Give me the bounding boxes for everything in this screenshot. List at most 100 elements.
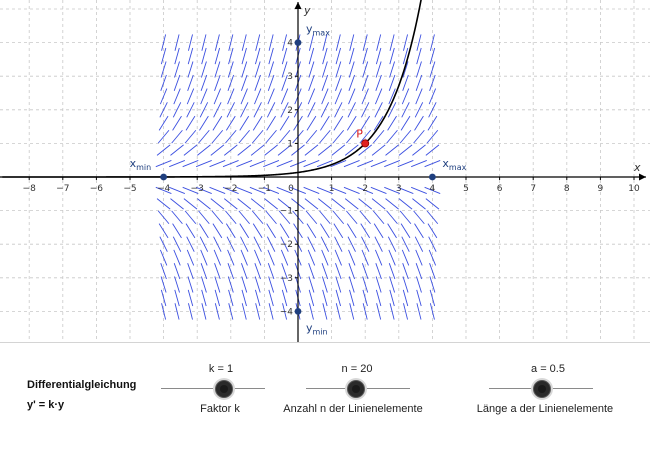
line-element xyxy=(195,186,212,194)
line-element xyxy=(373,223,384,239)
line-element xyxy=(372,129,385,144)
line-element xyxy=(316,160,333,168)
line-element xyxy=(254,289,261,307)
y-tick-label: 1 xyxy=(287,139,293,149)
label-ymax: ymax xyxy=(306,23,330,38)
line-element xyxy=(416,61,422,78)
line-element xyxy=(428,102,437,118)
line-element xyxy=(346,210,358,225)
xmax-point[interactable] xyxy=(429,173,436,181)
line-element xyxy=(254,61,261,78)
line-element xyxy=(159,236,168,252)
line-element xyxy=(236,160,253,168)
line-element xyxy=(186,88,195,105)
line-element xyxy=(185,223,196,239)
y-tick-label: 2 xyxy=(287,106,293,116)
line-element xyxy=(398,198,413,210)
line-element xyxy=(361,102,370,118)
x-tick-label: 6 xyxy=(497,184,503,194)
line-element xyxy=(347,102,356,118)
line-element xyxy=(389,34,395,51)
line-element xyxy=(361,88,369,105)
line-element xyxy=(416,303,422,320)
line-element xyxy=(335,47,342,65)
line-element xyxy=(249,186,266,194)
line-element xyxy=(187,289,194,307)
line-element xyxy=(282,303,288,320)
line-element xyxy=(429,34,435,51)
line-element xyxy=(279,115,290,131)
line-element xyxy=(279,223,290,239)
line-element xyxy=(362,34,368,51)
line-element xyxy=(210,198,225,210)
line-element xyxy=(227,263,235,280)
line-element xyxy=(429,74,436,91)
line-element xyxy=(361,263,369,280)
line-element xyxy=(306,115,317,131)
slider-a-knob[interactable] xyxy=(533,380,551,398)
line-element xyxy=(174,276,180,293)
point-p[interactable] xyxy=(361,139,370,148)
line-element xyxy=(187,47,194,65)
line-element xyxy=(238,129,250,144)
line-element xyxy=(265,129,277,144)
line-element xyxy=(320,236,330,252)
line-element xyxy=(197,198,211,210)
slider-n[interactable] xyxy=(306,378,410,398)
line-element xyxy=(240,88,248,105)
line-element xyxy=(213,102,222,118)
line-element xyxy=(214,276,221,293)
line-element xyxy=(304,198,319,210)
slider-n-knob[interactable] xyxy=(346,380,365,398)
line-element xyxy=(343,186,360,194)
line-element xyxy=(424,160,441,168)
x-tick-label: −7 xyxy=(56,184,69,194)
line-element xyxy=(240,263,248,280)
coordinate-plane[interactable]: −8 −7 −6 −5 −4 −3 −2 −1 0 1 2 3 4 5 6 7 8 9 10 4 3 2 1 −1 −2 −3 −4… xyxy=(0,0,650,342)
line-element xyxy=(223,144,238,156)
line-element xyxy=(251,129,264,144)
line-element xyxy=(209,186,226,194)
line-element xyxy=(267,88,275,105)
line-element xyxy=(402,61,409,78)
line-element xyxy=(429,303,435,320)
line-element xyxy=(199,236,209,252)
slider-k[interactable] xyxy=(161,378,265,398)
line-element xyxy=(198,210,210,225)
line-element xyxy=(388,249,396,266)
xmin-point[interactable] xyxy=(160,173,168,181)
line-element xyxy=(335,303,341,320)
line-element xyxy=(281,289,288,307)
window-point-labels: xmin xmax ymax ymin xyxy=(130,23,467,337)
line-element xyxy=(173,263,181,280)
line-element xyxy=(280,236,289,252)
y-tick-label: −3 xyxy=(280,274,293,284)
line-element xyxy=(347,236,356,252)
line-element xyxy=(375,47,382,65)
window-points[interactable] xyxy=(160,39,436,315)
ymin-point[interactable] xyxy=(294,308,302,315)
line-element xyxy=(240,236,249,252)
line-element xyxy=(237,144,252,156)
line-element xyxy=(401,102,410,118)
line-element xyxy=(278,129,291,144)
slider-k-track[interactable] xyxy=(161,388,265,389)
line-element xyxy=(253,236,262,252)
line-element xyxy=(402,47,409,65)
slider-a[interactable] xyxy=(489,378,593,398)
line-element xyxy=(169,160,186,168)
ymax-point[interactable] xyxy=(294,39,302,46)
line-element xyxy=(174,34,180,51)
line-element xyxy=(359,129,371,144)
line-element xyxy=(227,61,234,78)
line-element xyxy=(357,160,374,168)
line-element xyxy=(200,263,208,280)
line-element xyxy=(226,102,235,118)
line-element xyxy=(226,236,235,252)
slider-k-knob[interactable] xyxy=(215,380,234,398)
graph-view[interactable]: −8 −7 −6 −5 −4 −3 −2 −1 0 1 2 3 4 5 6 7 8 9 10 4 3 2 1 −1 −2 −3 −4… xyxy=(0,0,650,342)
line-element xyxy=(362,276,369,293)
line-element xyxy=(201,34,207,51)
line-element xyxy=(348,61,355,78)
line-element xyxy=(358,144,373,156)
